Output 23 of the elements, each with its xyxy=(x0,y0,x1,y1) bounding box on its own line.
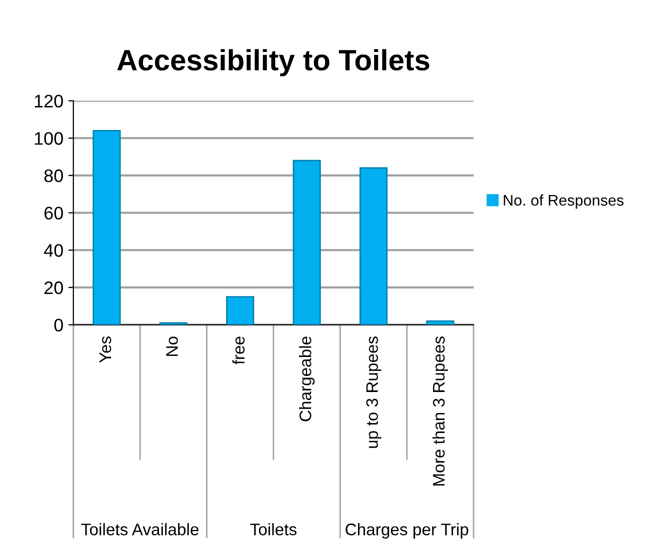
x-tick-label: No xyxy=(166,336,178,356)
text: Charges per Trip xyxy=(346,523,468,539)
y-tick-label: 20 xyxy=(44,281,63,294)
x-tick-label: free xyxy=(232,336,245,364)
legend-label: No. of Responses xyxy=(504,194,624,209)
text: Toilets Available xyxy=(81,523,198,536)
chart-title: Accessibility to Toilets xyxy=(117,49,430,76)
bar xyxy=(292,160,321,325)
x-tick-label: Chargeable xyxy=(299,336,315,422)
bar xyxy=(226,296,254,325)
x-tick-label: More than 3 Rupees xyxy=(432,336,448,486)
bar xyxy=(359,167,388,325)
text: Toilets xyxy=(250,523,296,536)
y-tick-label: 80 xyxy=(44,169,63,182)
x-tick-label: up to 3 Rupees xyxy=(366,336,382,448)
y-tick-label: 40 xyxy=(44,244,63,257)
bar xyxy=(92,130,121,325)
x-tick-label: Yes xyxy=(100,336,112,363)
y-tick-label: 60 xyxy=(44,206,63,220)
y-tick-label: 0 xyxy=(54,318,63,332)
y-tick-label: 120 xyxy=(34,94,63,108)
bar xyxy=(426,320,454,325)
y-tick-label: 100 xyxy=(34,132,63,145)
